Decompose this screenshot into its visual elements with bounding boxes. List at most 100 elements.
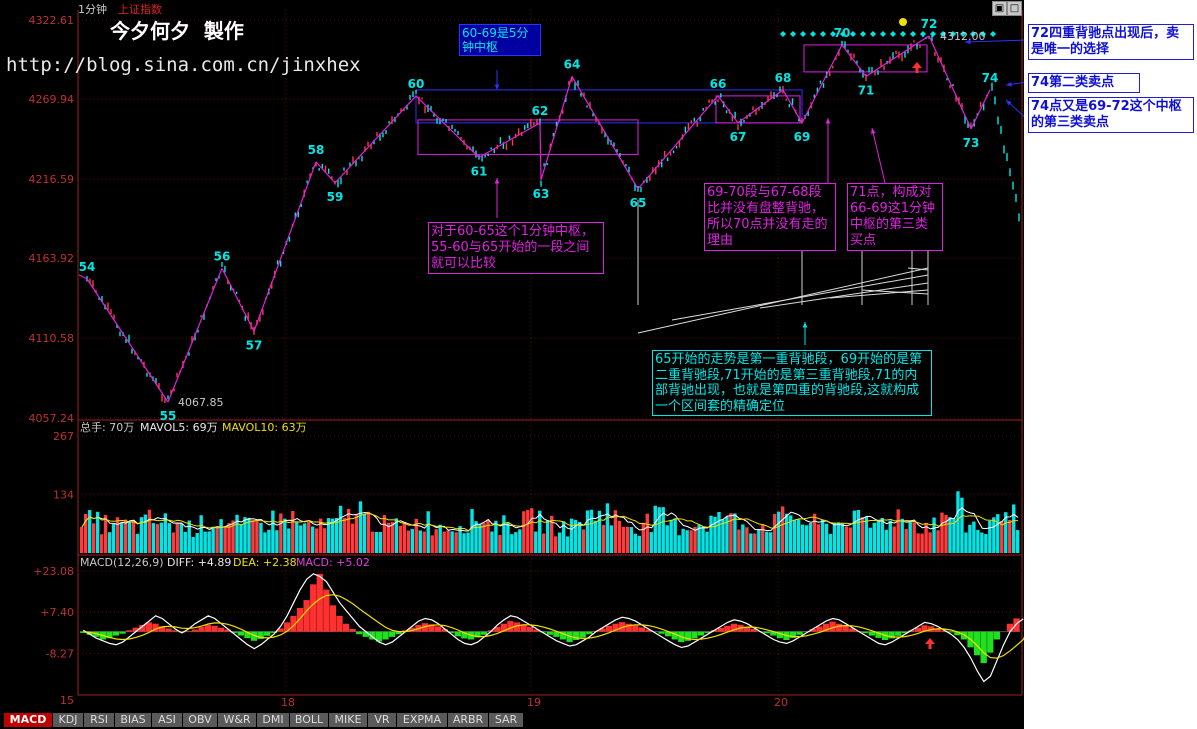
tab-wr[interactable]: W&R bbox=[218, 713, 257, 727]
stroke-point-label: 66 bbox=[710, 77, 727, 91]
volume-bar bbox=[808, 523, 813, 553]
volume-bar bbox=[147, 509, 152, 553]
volume-bar bbox=[394, 518, 399, 553]
tab-vr[interactable]: VR bbox=[368, 713, 397, 727]
blog-url[interactable]: http://blog.sina.com.cn/jinxhex bbox=[6, 54, 361, 76]
macd-histogram-bar bbox=[218, 627, 225, 632]
volume-bar bbox=[123, 519, 128, 553]
macd-histogram-bar bbox=[638, 627, 646, 632]
volume-bar bbox=[864, 516, 869, 553]
stroke-point-label: 55 bbox=[160, 409, 177, 423]
macd-histogram-bar bbox=[126, 630, 133, 632]
macd-histogram-bar bbox=[625, 623, 632, 632]
tab-rsi[interactable]: RSI bbox=[84, 713, 115, 727]
signal-diamond bbox=[870, 31, 876, 37]
tab-boll[interactable]: BOLL bbox=[290, 713, 329, 727]
volume-bar bbox=[87, 510, 92, 553]
macd-histogram-bar bbox=[1006, 623, 1014, 632]
macd-histogram-bar bbox=[888, 631, 895, 639]
macd-histogram-bar bbox=[461, 631, 468, 639]
volume-bar bbox=[303, 523, 307, 553]
volume-bar bbox=[494, 520, 498, 553]
signal-dot bbox=[899, 18, 907, 26]
tab-expma[interactable]: EXPMA bbox=[397, 713, 448, 727]
volume-bar bbox=[561, 521, 566, 553]
tab-obv[interactable]: OBV bbox=[183, 713, 218, 727]
volume-legend-mavol10: MAVOL10: 63万 bbox=[222, 421, 307, 434]
tab-mike[interactable]: MIKE bbox=[329, 713, 368, 727]
volume-bar bbox=[279, 513, 283, 553]
volume-bar bbox=[91, 523, 96, 553]
volume-bar bbox=[896, 509, 900, 553]
volume-bar bbox=[502, 515, 506, 553]
volume-bar bbox=[215, 527, 219, 553]
macd-histogram-bar bbox=[526, 626, 534, 632]
macd-histogram-bar bbox=[480, 631, 488, 635]
macd-histogram-bar bbox=[310, 584, 317, 632]
price-tick-label: 4322.61 bbox=[29, 14, 75, 27]
macd-arrow-icon-stem bbox=[928, 644, 932, 649]
volume-bar bbox=[546, 520, 550, 553]
volume-bar bbox=[322, 528, 327, 553]
volume-bar bbox=[446, 530, 450, 553]
macd-histogram-bar bbox=[500, 623, 507, 632]
macd-histogram-bar bbox=[875, 631, 882, 638]
volume-bar bbox=[171, 532, 175, 553]
volume-bar bbox=[131, 520, 136, 553]
macd-histogram-bar bbox=[829, 621, 836, 632]
volume-bar bbox=[283, 518, 287, 553]
volume-bar bbox=[462, 533, 466, 553]
volume-bar bbox=[880, 517, 884, 553]
date-label: 18 bbox=[281, 696, 295, 709]
macd-histogram-bar bbox=[842, 626, 849, 632]
macd-histogram-bar bbox=[835, 623, 843, 632]
signal-diamond bbox=[920, 31, 926, 37]
volume-bar bbox=[908, 521, 912, 553]
volume-bar bbox=[374, 532, 379, 553]
volume-bar bbox=[342, 517, 347, 553]
annotation-74-second-sell-text: 74第二类卖点 bbox=[1031, 75, 1115, 90]
volume-bar bbox=[912, 522, 916, 553]
volume-bar bbox=[637, 535, 642, 553]
tab-arbr[interactable]: ARBR bbox=[448, 713, 489, 727]
volume-bar bbox=[159, 522, 164, 553]
stroke-segment bbox=[782, 89, 803, 124]
volume-bar bbox=[745, 527, 749, 553]
volume-bar bbox=[741, 524, 745, 553]
volume-bar bbox=[450, 531, 454, 553]
tab-macd[interactable]: MACD bbox=[4, 713, 53, 727]
volume-bar bbox=[788, 515, 793, 553]
macd-histogram-bar bbox=[822, 623, 830, 632]
volume-bar bbox=[119, 522, 124, 553]
volume-bar bbox=[649, 532, 653, 553]
volume-legend-mavol5: MAVOL5: 69万 bbox=[140, 421, 218, 434]
volume-bar bbox=[95, 511, 100, 553]
macd-histogram-bar bbox=[342, 623, 350, 632]
volume-bar bbox=[207, 531, 211, 553]
maximize-window-button[interactable]: □ bbox=[1007, 1, 1022, 16]
stroke-point-label: 68 bbox=[775, 71, 792, 85]
macd-histogram-bar bbox=[388, 631, 396, 637]
tab-asi[interactable]: ASI bbox=[152, 713, 183, 727]
tab-dmi[interactable]: DMI bbox=[257, 713, 290, 727]
macd-histogram-bar bbox=[632, 625, 639, 632]
macd-histogram-bar bbox=[809, 628, 816, 632]
volume-bar bbox=[506, 522, 510, 553]
macd-histogram-bar bbox=[204, 624, 212, 632]
volume-bar bbox=[824, 523, 829, 553]
macd-histogram-bar bbox=[507, 621, 514, 632]
tab-bias[interactable]: BIAS bbox=[115, 713, 152, 727]
restore-window-button[interactable]: ▣ bbox=[992, 1, 1007, 16]
macd-histogram-bar bbox=[270, 631, 277, 633]
volume-bar bbox=[773, 514, 777, 553]
volume-bar bbox=[534, 531, 538, 553]
macd-histogram-bar bbox=[697, 631, 705, 636]
macd-histogram-bar bbox=[586, 631, 593, 635]
macd-tick-label: +7.40 bbox=[40, 606, 74, 619]
tab-sar[interactable]: SAR bbox=[489, 713, 524, 727]
macd-histogram-bar bbox=[158, 626, 166, 632]
tab-kdj[interactable]: KDJ bbox=[53, 713, 84, 727]
macd-histogram-bar bbox=[106, 631, 113, 639]
date-label: 19 bbox=[527, 696, 541, 709]
volume-bar bbox=[681, 528, 685, 553]
